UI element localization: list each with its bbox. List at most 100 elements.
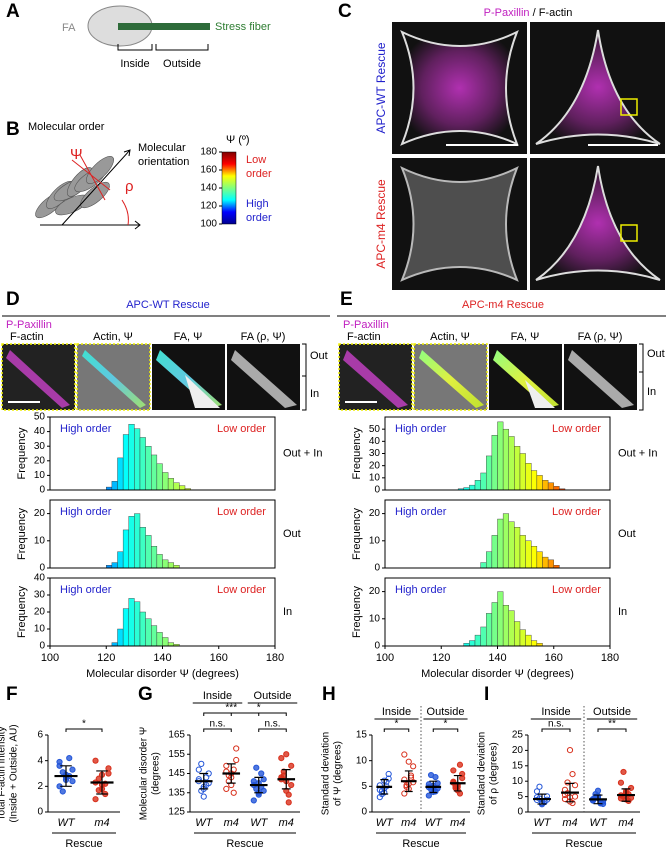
- hist-bar: [167, 642, 174, 647]
- group-label: Outside: [254, 690, 292, 702]
- data-point: [427, 771, 435, 779]
- colorbar: [221, 151, 237, 225]
- hist-bar: [128, 598, 135, 647]
- hist-bar: [502, 513, 509, 569]
- colorbar-tick-label: 100: [200, 219, 217, 230]
- data-point: [401, 790, 408, 797]
- panel-title: APC-m4 Rescue: [462, 299, 544, 311]
- hist-bar: [491, 535, 498, 569]
- hist-bar: [151, 454, 158, 491]
- axes-arrows: [40, 149, 141, 230]
- orientation-label: orientation: [138, 156, 189, 168]
- data-point: [69, 766, 76, 773]
- x-tick-label: 100: [376, 652, 394, 664]
- low-order-note: Low order: [217, 423, 266, 435]
- group-label: Inside: [541, 706, 570, 718]
- x-axis-label: Rescue: [226, 838, 263, 850]
- hist-bar: [111, 481, 118, 491]
- colorbar-tick-label: 180: [200, 147, 217, 158]
- high-order-note: High order: [395, 584, 447, 596]
- y-tick-label: 6: [37, 730, 43, 741]
- data-point: [278, 755, 285, 762]
- hist-bar: [139, 437, 146, 491]
- significance-label: *: [395, 719, 399, 730]
- data-point: [56, 758, 63, 766]
- data-point: [566, 746, 574, 754]
- data-point: [617, 795, 625, 802]
- hist-bar: [547, 482, 554, 491]
- x-tick-label: WT: [533, 817, 551, 829]
- plot-frame: [49, 416, 276, 491]
- y-axis-label: Molecular disorder Ψ: [139, 727, 150, 820]
- micrographs: [338, 343, 644, 411]
- image-label: P-Paxillin: [343, 319, 389, 331]
- significance-label: **: [608, 719, 616, 730]
- panel-title: APC-WT Rescue: [126, 299, 210, 311]
- x-axis-label: Rescue: [565, 838, 602, 850]
- hist-bar: [514, 446, 521, 491]
- hist-bar: [134, 428, 141, 491]
- panel-letter: A: [6, 1, 20, 22]
- y-tick-label: 10: [34, 535, 46, 546]
- significance-label: n.s.: [264, 719, 280, 730]
- y-axis-label: Standard deviation: [321, 732, 332, 815]
- rho-symbol: ρ: [125, 178, 134, 195]
- out-label: Out: [310, 350, 328, 362]
- significance-label: n.s.: [209, 719, 225, 730]
- x-tick-label: WT: [589, 817, 607, 829]
- data-point: [95, 787, 102, 794]
- y-axis-label: Standard deviation: [477, 732, 488, 815]
- x-tick-label: WT: [250, 817, 268, 829]
- high-order-note: High order: [60, 584, 112, 596]
- hist-bar: [536, 551, 543, 569]
- psi-symbol: Ψ: [70, 146, 83, 163]
- x-tick-label: 120: [432, 652, 450, 664]
- high-order-note: High order: [60, 506, 112, 518]
- data-point: [456, 790, 464, 797]
- y-tick-label: 5: [361, 781, 367, 792]
- hist-bar: [480, 472, 487, 491]
- hist-bar: [173, 482, 180, 491]
- hist-bar: [134, 601, 141, 647]
- data-point: [401, 751, 408, 758]
- low-order: Low: [246, 154, 266, 166]
- out-label: Out: [647, 348, 665, 360]
- hist-bar: [542, 556, 549, 569]
- y-tick-label: 2: [37, 781, 43, 792]
- x-tick-label: 140: [153, 652, 171, 664]
- orientation-label: Molecular: [138, 142, 186, 154]
- hist-bar: [480, 626, 487, 647]
- x-tick-label: 180: [266, 652, 284, 664]
- y-tick-label: 30: [34, 590, 46, 601]
- high-order-note: High order: [395, 423, 447, 435]
- data-point: [627, 784, 635, 792]
- panel-b: B Molecular order Ψ ρ Molecular orientat…: [6, 119, 272, 230]
- data-point: [285, 791, 292, 798]
- y-tick-label: 20: [34, 455, 46, 466]
- micrographs: [392, 22, 665, 290]
- significance-bracket: [65, 728, 103, 732]
- hist-bar: [514, 621, 521, 647]
- molecules: [35, 156, 114, 219]
- data-point: [223, 785, 230, 793]
- hist-bar: [128, 424, 135, 491]
- side-label: In: [618, 606, 627, 618]
- rho-arc: [121, 199, 129, 226]
- hist-bar: [167, 562, 174, 569]
- hist-bar: [519, 535, 526, 569]
- y-tick-label: 50: [369, 424, 381, 435]
- side-label: Out + In: [283, 447, 322, 459]
- hist-bar: [508, 610, 515, 647]
- data-point: [569, 771, 576, 778]
- significance-label: *: [82, 719, 86, 730]
- c-title: P-Paxillin / F-actin: [484, 7, 573, 19]
- hist-bar: [519, 629, 526, 647]
- hist-bar: [117, 457, 124, 491]
- data-point: [59, 769, 66, 776]
- data-point: [285, 799, 292, 806]
- y-tick-label: 10: [369, 472, 381, 483]
- hist-bar: [519, 453, 526, 491]
- x-tick-label: m4: [279, 817, 294, 829]
- hist-bar: [156, 463, 163, 491]
- hist-bar: [497, 421, 504, 491]
